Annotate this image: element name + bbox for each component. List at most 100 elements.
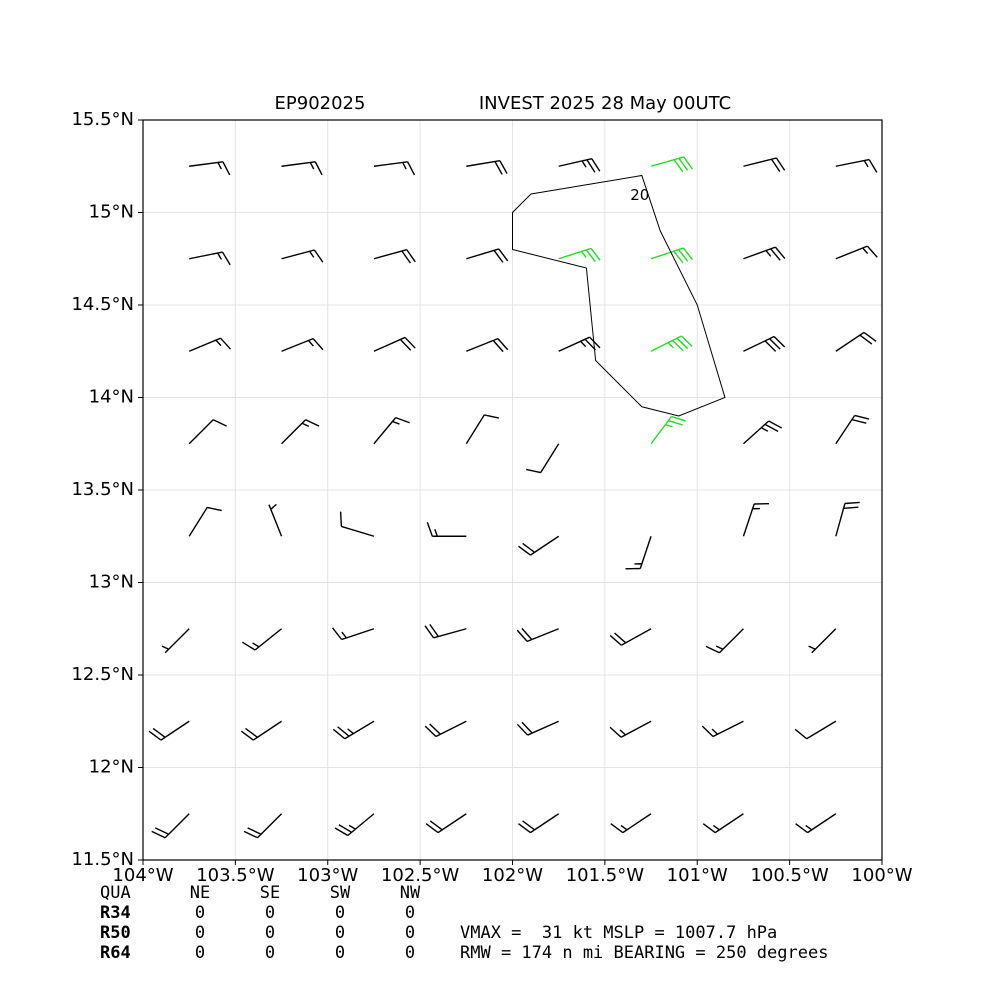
table-header: SE	[260, 883, 280, 903]
wind-barb	[281, 419, 320, 445]
wind-barb	[373, 161, 416, 176]
y-tick-label: 14.5°N	[71, 294, 134, 315]
contour-label: 20	[630, 186, 649, 204]
y-tick-label: 12°N	[89, 757, 134, 778]
summary-note: RMW = 174 n mi BEARING = 250 degrees	[460, 943, 828, 963]
wind-barb	[518, 535, 560, 556]
wind-barb	[650, 156, 693, 173]
y-tick-label: 13°N	[89, 572, 134, 593]
wind-barb	[743, 157, 786, 172]
table-cell: 0	[195, 903, 205, 923]
summary-note: VMAX = 31 kt MSLP = 1007.7 hPa	[460, 923, 777, 943]
x-tick-label: 103.5°W	[196, 865, 275, 886]
wind-barb	[835, 414, 870, 445]
wind-barb	[518, 813, 560, 834]
wind-barb	[161, 628, 190, 654]
wind-barb	[609, 720, 652, 738]
wind-barb	[835, 158, 878, 173]
wind-barb	[558, 336, 601, 352]
wind-barb	[558, 247, 601, 263]
wind-barb	[701, 720, 744, 738]
wind-barb	[281, 161, 323, 176]
wind-barb	[466, 159, 508, 175]
table-cell: 0	[335, 923, 345, 943]
wind-barb	[742, 420, 783, 445]
wind-barb	[465, 414, 500, 445]
wind-barb	[241, 628, 283, 651]
wind-barb	[702, 813, 744, 834]
wind-barb	[466, 337, 509, 353]
table-header: NE	[190, 883, 210, 903]
table-cell: 0	[335, 943, 345, 963]
wind-barb	[373, 336, 416, 352]
wind-barb	[835, 331, 877, 352]
wind-barb	[743, 246, 786, 261]
wind-barb	[148, 720, 190, 741]
wind-barb	[189, 251, 231, 266]
wind-barb	[268, 503, 283, 537]
wind-barb	[525, 443, 560, 474]
wind-barb	[650, 415, 686, 445]
wind-barb	[609, 628, 652, 646]
table-cell: 0	[265, 903, 275, 923]
table-header: SW	[330, 883, 351, 903]
wind-barb	[625, 536, 652, 570]
barbs: 20	[148, 156, 878, 839]
table-cell: 0	[195, 943, 205, 963]
table-cell: R34	[100, 903, 131, 923]
axes: 104°W 103.5°W 103°W 102.5°W 102°W 101.5°W 101°…	[71, 109, 912, 886]
wind-barb	[189, 161, 231, 176]
wind-barb	[331, 627, 375, 641]
y-tick-label: 15.5°N	[71, 109, 134, 130]
table-cell: R64	[100, 943, 131, 963]
table-cell: 0	[265, 943, 275, 963]
wind-barb	[151, 813, 190, 839]
x-tick-label: 100.5°W	[750, 865, 829, 886]
chart-title-left: EP902025	[275, 93, 366, 114]
wind-barb	[650, 247, 694, 264]
wind-barb	[466, 248, 509, 263]
wind-barb	[795, 813, 837, 834]
y-tick-label: 11.5°N	[71, 849, 134, 870]
contour	[512, 174, 726, 417]
y-tick-label: 14°N	[89, 387, 134, 408]
y-tick-label: 15°N	[89, 202, 134, 223]
table-cell: 0	[195, 923, 205, 943]
wind-barb	[425, 813, 467, 834]
wind-barb	[516, 720, 559, 736]
chart-title: INVEST 2025 28 May 00UTC	[479, 93, 731, 114]
wind-barb	[742, 502, 770, 537]
wind-barb	[743, 335, 786, 352]
wind-barb	[243, 813, 283, 839]
y-tick-label: 12.5°N	[71, 664, 134, 685]
wind-barb	[373, 248, 416, 264]
wind-barb	[334, 813, 375, 837]
wind-barb	[808, 628, 837, 654]
table-cell: 0	[335, 903, 345, 923]
wind-barb	[373, 416, 410, 445]
x-tick-label: 103°W	[297, 865, 358, 886]
wind-barb	[188, 337, 232, 352]
wind-barb	[794, 720, 837, 740]
wind-barb	[610, 813, 652, 834]
wind-barb	[339, 511, 375, 537]
wind-barb	[424, 623, 467, 639]
y-tick-label: 13.5°N	[71, 479, 134, 500]
wind-barb	[281, 337, 324, 352]
table-cell: 0	[405, 943, 415, 963]
wind-barb	[650, 335, 693, 352]
x-tick-label: 101.5°W	[566, 865, 645, 886]
x-tick-label: 100°W	[851, 865, 912, 886]
x-tick-label: 101°W	[667, 865, 728, 886]
wind-barb	[281, 249, 324, 263]
table-cell: 0	[405, 923, 415, 943]
wind-barb	[240, 720, 282, 741]
x-tick-label: 102°W	[482, 865, 543, 886]
table-cell: 0	[265, 923, 275, 943]
table-header: QUA	[100, 883, 131, 903]
table-cell: R50	[100, 923, 131, 943]
wind-barb	[835, 245, 878, 260]
table-cell: 0	[405, 903, 415, 923]
